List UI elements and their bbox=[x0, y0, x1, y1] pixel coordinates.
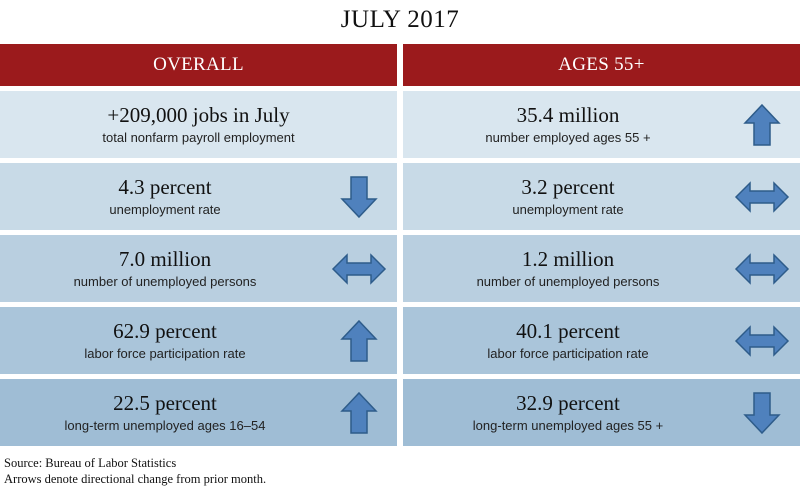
overall-row-unemployment-rate: 4.3 percent unemployment rate bbox=[0, 163, 397, 230]
row-value: 32.9 percent bbox=[516, 391, 620, 415]
arrow-down-icon bbox=[331, 175, 387, 219]
page-title: JULY 2017 bbox=[340, 6, 460, 33]
ages55-row-participation-rate: 40.1 percent labor force participation r… bbox=[403, 307, 800, 374]
arrow-up-icon bbox=[734, 103, 790, 147]
overall-row-unemployed-persons: 7.0 million number of unemployed persons bbox=[0, 235, 397, 302]
row-value: 40.1 percent bbox=[516, 319, 620, 343]
row-label: labor force participation rate bbox=[487, 346, 649, 361]
row-label: unemployment rate bbox=[109, 202, 221, 217]
row-label: number of unemployed persons bbox=[73, 274, 257, 289]
arrow-legend-note: Arrows denote directional change from pr… bbox=[4, 472, 267, 486]
ages55-row-unemployment-rate: 3.2 percent unemployment rate bbox=[403, 163, 800, 230]
footer: Source: Bureau of Labor Statistics Arrow… bbox=[4, 455, 266, 487]
ages55-column: AGES 55+ 35.4 million number employed ag… bbox=[403, 44, 800, 446]
row-value: 3.2 percent bbox=[521, 175, 615, 199]
row-label: labor force participation rate bbox=[84, 346, 246, 361]
row-label: long-term unemployed ages 16–54 bbox=[64, 418, 266, 433]
row-label: long-term unemployed ages 55 + bbox=[472, 418, 664, 433]
overall-row-long-term-unemployed: 22.5 percent long-term unemployed ages 1… bbox=[0, 379, 397, 446]
ages55-header: AGES 55+ bbox=[403, 44, 800, 86]
row-value: 4.3 percent bbox=[118, 175, 212, 199]
row-value: 35.4 million bbox=[516, 103, 620, 127]
ages55-row-employed: 35.4 million number employed ages 55 + bbox=[403, 91, 800, 158]
overall-row-participation-rate: 62.9 percent labor force participation r… bbox=[0, 307, 397, 374]
arrow-left-right-icon bbox=[734, 175, 790, 219]
arrow-left-right-icon bbox=[734, 319, 790, 363]
row-value: 1.2 million bbox=[521, 247, 615, 271]
arrow-left-right-icon bbox=[331, 247, 387, 291]
row-label: number employed ages 55 + bbox=[485, 130, 651, 145]
ages55-row-unemployed-persons: 1.2 million number of unemployed persons bbox=[403, 235, 800, 302]
arrow-up-icon bbox=[331, 391, 387, 435]
overall-row-payroll: +209,000 jobs in July total nonfarm payr… bbox=[0, 91, 397, 158]
overall-column: OVERALL +209,000 jobs in July total nonf… bbox=[0, 44, 397, 446]
arrow-down-icon bbox=[734, 391, 790, 435]
row-value: 7.0 million bbox=[118, 247, 212, 271]
row-label: unemployment rate bbox=[512, 202, 624, 217]
row-value: +209,000 jobs in July bbox=[107, 103, 290, 127]
overall-header: OVERALL bbox=[0, 44, 397, 86]
row-label: number of unemployed persons bbox=[476, 274, 660, 289]
row-value: 62.9 percent bbox=[113, 319, 217, 343]
source-note: Source: Bureau of Labor Statistics bbox=[4, 456, 177, 470]
row-value: 22.5 percent bbox=[113, 391, 217, 415]
arrow-up-icon bbox=[331, 319, 387, 363]
arrow-left-right-icon bbox=[734, 247, 790, 291]
row-label: total nonfarm payroll employment bbox=[102, 130, 295, 145]
ages55-row-long-term-unemployed: 32.9 percent long-term unemployed ages 5… bbox=[403, 379, 800, 446]
